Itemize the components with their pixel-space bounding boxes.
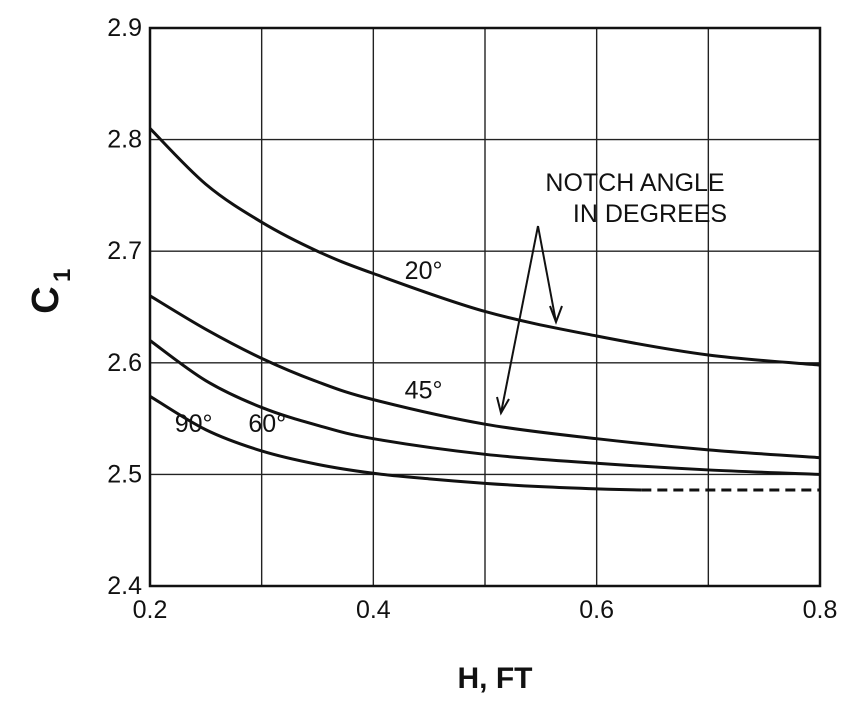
series-line (149, 394, 642, 492)
series-label: 45° (405, 377, 443, 405)
annotation-line-1: NOTCH ANGLE (545, 169, 724, 197)
x-tick-label: 0.4 (356, 596, 391, 624)
y-tick-label: 2.6 (107, 349, 142, 377)
x-tick-label: 0.8 (803, 596, 838, 624)
x-tick-labels: 0.2 0.4 0.6 0.8 (133, 596, 838, 624)
y-tick-labels: 2.4 2.5 2.6 2.7 2.8 2.9 (107, 14, 142, 600)
annotation-arrow-45 (500, 225, 539, 414)
y-tick-label: 2.5 (107, 460, 142, 488)
series-label: 90° (175, 410, 213, 438)
plot-frame (148, 26, 822, 588)
annotation-arrow-20 (537, 225, 557, 323)
y-tick-label: 2.7 (107, 237, 142, 265)
series-line (149, 294, 821, 460)
y-tick-label: 2.4 (107, 572, 142, 600)
x-tick-label: 0.6 (579, 596, 614, 624)
y-tick-label: 2.8 (107, 126, 142, 154)
y-axis-title-main: C (25, 286, 67, 313)
series-line (149, 339, 821, 476)
series-label: 20° (405, 257, 443, 285)
x-axis-title: H, FT (458, 662, 533, 695)
grid (150, 28, 820, 586)
x-tick-label: 0.2 (133, 596, 168, 624)
annotation: NOTCH ANGLE IN DEGREES (496, 169, 727, 416)
y-axis-title: C 1 (25, 269, 76, 314)
annotation-arrowhead-20 (549, 305, 563, 325)
series-curves (148, 127, 821, 492)
annotation-arrowhead-45 (496, 396, 510, 416)
series-labels: 20° 45° 60° 90° (175, 257, 443, 438)
series-line (148, 127, 821, 367)
series-label: 60° (248, 410, 286, 438)
y-tick-label: 2.9 (107, 14, 142, 42)
y-axis-title-subscript: 1 (49, 269, 76, 282)
annotation-line-2: IN DEGREES (573, 200, 727, 228)
